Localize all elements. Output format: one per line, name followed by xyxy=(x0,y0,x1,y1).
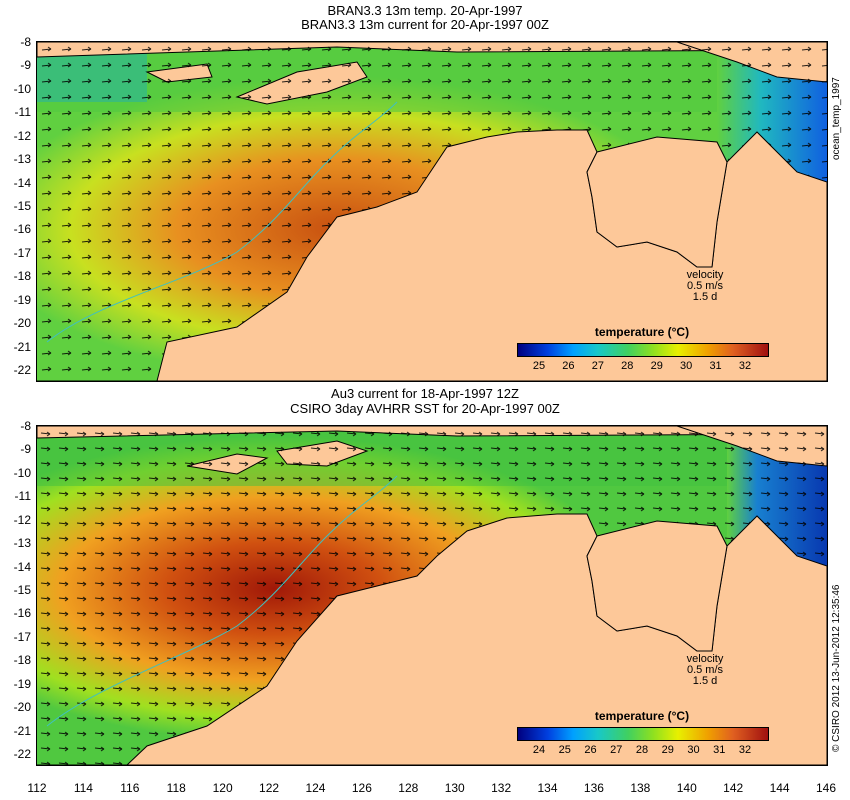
lon-tick: 132 xyxy=(491,781,512,795)
lon-tick: 124 xyxy=(305,781,326,795)
colorbar-tick: 29 xyxy=(650,360,663,372)
lon-tick: 134 xyxy=(537,781,558,795)
top-velocity-label: velocity xyxy=(686,269,724,281)
bottom-lat-tick: -14 xyxy=(13,559,31,574)
colorbar-tick: 30 xyxy=(687,744,700,756)
lon-tick: 118 xyxy=(166,781,186,795)
colorbar-tick: 27 xyxy=(610,744,623,756)
bottom-title-line2: CSIRO 3day AVHRR SST for 20-Apr-1997 00Z xyxy=(290,401,560,416)
colorbar-tick: 26 xyxy=(584,744,597,756)
colorbar-tick: 27 xyxy=(591,360,604,372)
lon-tick: 136 xyxy=(583,781,604,795)
colorbar-tick: 25 xyxy=(558,744,571,756)
top-lat-tick: -13 xyxy=(13,152,31,167)
colorbar-tick: 26 xyxy=(562,360,575,372)
top-colorbar-title: temperature (°C) xyxy=(594,325,690,339)
lon-tick: 122 xyxy=(259,781,280,795)
colorbar-tick: 32 xyxy=(738,744,752,756)
lon-tick: 130 xyxy=(444,781,465,795)
top-lat-tick: -22 xyxy=(13,363,31,377)
colorbar-tick: 29 xyxy=(661,744,674,756)
bottom-colorbar-title: temperature (°C) xyxy=(594,709,690,723)
top-lat-tick: -20 xyxy=(13,316,31,331)
lon-tick: 144 xyxy=(769,781,790,795)
colorbar-tick: 31 xyxy=(713,744,726,756)
bottom-colorbar xyxy=(517,727,769,741)
bottom-lat-tick: -9 xyxy=(20,442,31,457)
top-lat-tick: -11 xyxy=(14,105,31,120)
colorbar-tick: 28 xyxy=(635,744,649,756)
lon-tick: 128 xyxy=(398,781,419,795)
top-side-label: ocean_temp_1997 xyxy=(831,77,842,160)
bottom-velocity-scale: 0.5 m/s xyxy=(686,664,724,676)
top-lat-tick: -10 xyxy=(13,81,31,96)
lon-tick: 126 xyxy=(351,781,372,795)
lon-tick: 142 xyxy=(723,781,744,795)
bottom-velocity-time: 1.5 d xyxy=(692,675,718,687)
bottom-lat-tick: -21 xyxy=(13,723,31,738)
bottom-map-svg xyxy=(37,426,827,765)
top-lat-tick: -8 xyxy=(20,35,31,49)
lon-tick: 114 xyxy=(73,781,93,795)
bottom-map-panel[interactable] xyxy=(36,425,828,766)
bottom-lat-tick: -11 xyxy=(14,489,31,504)
colorbar-tick: 25 xyxy=(532,360,546,372)
bottom-lat-tick: -15 xyxy=(13,583,31,597)
bottom-velocity-legend: velocity 0.5 m/s 1.5 d xyxy=(670,654,740,687)
top-map-panel[interactable] xyxy=(36,41,828,382)
top-lat-tick: -17 xyxy=(13,245,31,260)
top-lat-tick: -12 xyxy=(13,128,31,143)
top-map-svg xyxy=(37,42,827,381)
bottom-title-line1: Au3 current for 18-Apr-1997 12Z xyxy=(331,386,519,401)
bottom-lat-tick: -22 xyxy=(13,747,31,761)
lon-tick: 120 xyxy=(212,781,233,795)
top-lat-tick: -15 xyxy=(13,199,31,213)
top-lat-tick: -16 xyxy=(13,222,31,237)
top-velocity-scale: 0.5 m/s xyxy=(686,280,724,292)
colorbar-tick: 31 xyxy=(709,360,722,372)
bottom-lat-tick: -13 xyxy=(13,536,31,551)
lon-tick: 146 xyxy=(815,781,837,795)
top-lat-tick: -19 xyxy=(13,292,31,307)
bottom-lat-tick: -10 xyxy=(13,465,31,480)
bottom-lat-tick: -12 xyxy=(13,512,31,527)
bottom-lat-tick: -18 xyxy=(13,653,31,668)
lon-tick: 138 xyxy=(630,781,651,795)
colorbar-tick: 30 xyxy=(680,360,693,372)
top-lat-tick: -21 xyxy=(13,339,31,354)
top-title-line1: BRAN3.3 13m temp. 20-Apr-1997 xyxy=(327,3,523,18)
colorbar-tick: 24 xyxy=(532,744,546,756)
colorbar-tick: 28 xyxy=(621,360,634,372)
bottom-lat-tick: -20 xyxy=(13,700,31,715)
bottom-lat-tick: -19 xyxy=(13,676,31,691)
top-lat-tick: -18 xyxy=(13,269,31,284)
top-lat-tick: -14 xyxy=(13,175,31,190)
bottom-lat-tick: -17 xyxy=(13,629,31,644)
colorbar-tick: 32 xyxy=(738,360,752,372)
top-velocity-legend: velocity 0.5 m/s 1.5 d xyxy=(670,270,740,303)
bottom-velocity-label: velocity xyxy=(686,653,724,665)
top-title-line2: BRAN3.3 13m current for 20-Apr-1997 00Z xyxy=(301,17,549,32)
top-colorbar xyxy=(517,343,769,357)
bottom-side-label: © CSIRO 2012 13-Jun-2012 12:35:46 xyxy=(831,584,842,752)
top-velocity-time: 1.5 d xyxy=(692,291,718,303)
lon-tick: 116 xyxy=(120,781,140,795)
lon-tick: 112 xyxy=(27,781,47,795)
lon-tick: 140 xyxy=(676,781,697,795)
bottom-lat-tick: -8 xyxy=(20,419,31,433)
top-lat-tick: -9 xyxy=(20,58,31,73)
bottom-lat-tick: -16 xyxy=(13,606,31,621)
